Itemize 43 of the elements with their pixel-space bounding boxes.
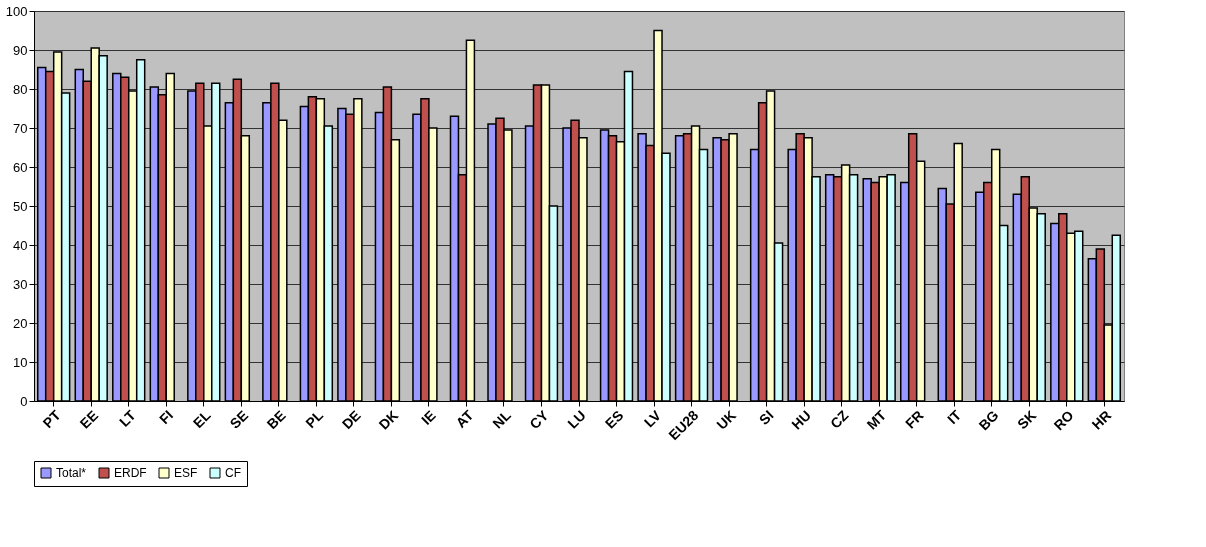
- x-tick-label: HR: [1088, 407, 1115, 433]
- x-tick-label: HU: [788, 407, 815, 433]
- y-tick-label: 10: [13, 354, 28, 370]
- x-tick-label: DE: [338, 407, 364, 433]
- x-tick-label: FR: [902, 407, 927, 432]
- y-tick-label: 70: [13, 120, 28, 136]
- x-tick-label: IT: [944, 406, 965, 428]
- x-tick-label: BG: [975, 407, 1002, 434]
- legend-label: ERDF: [114, 466, 147, 480]
- x-tick-label: LU: [564, 407, 589, 432]
- x-tick-label: ES: [601, 407, 627, 432]
- x-tick-label: PT: [39, 406, 64, 432]
- y-tick-label: 40: [13, 237, 28, 253]
- x-tick-label: CY: [526, 406, 552, 433]
- x-tick-label: BE: [263, 407, 289, 433]
- x-tick-label: MT: [863, 406, 890, 433]
- x-tick-label: UK: [713, 407, 739, 433]
- y-tick-label: 30: [13, 276, 28, 292]
- y-tick-label: 60: [13, 159, 28, 175]
- y-tick-label: 90: [13, 42, 28, 58]
- x-tick-label: RO: [1050, 407, 1077, 434]
- x-tick-label: PL: [302, 406, 327, 432]
- x-tick-label: LT: [115, 406, 139, 430]
- y-tick-label: 100: [5, 3, 28, 19]
- y-tick-label: 20: [13, 315, 28, 331]
- x-tick-label: CZ: [827, 406, 852, 432]
- legend-label: ESF: [174, 466, 198, 480]
- x-tick-label: NL: [489, 406, 515, 432]
- x-tick-label: EL: [189, 406, 214, 432]
- legend-label: Total*: [56, 466, 87, 480]
- y-tick-label: 50: [13, 198, 28, 214]
- y-tick-label: 80: [13, 81, 28, 97]
- x-tick-label: AT: [452, 406, 477, 431]
- x-tick-label: EE: [76, 407, 102, 432]
- x-tick-label: DK: [375, 407, 402, 433]
- legend-label: CF: [225, 466, 241, 480]
- x-tick-label: LV: [640, 406, 665, 431]
- x-tick-label: FI: [156, 407, 177, 428]
- x-tick-label: SE: [226, 407, 252, 432]
- x-tick-label: IE: [418, 407, 439, 428]
- x-tick-label: SK: [1014, 407, 1040, 433]
- y-tick-label: 0: [20, 393, 28, 409]
- x-tick-label: SI: [755, 407, 777, 428]
